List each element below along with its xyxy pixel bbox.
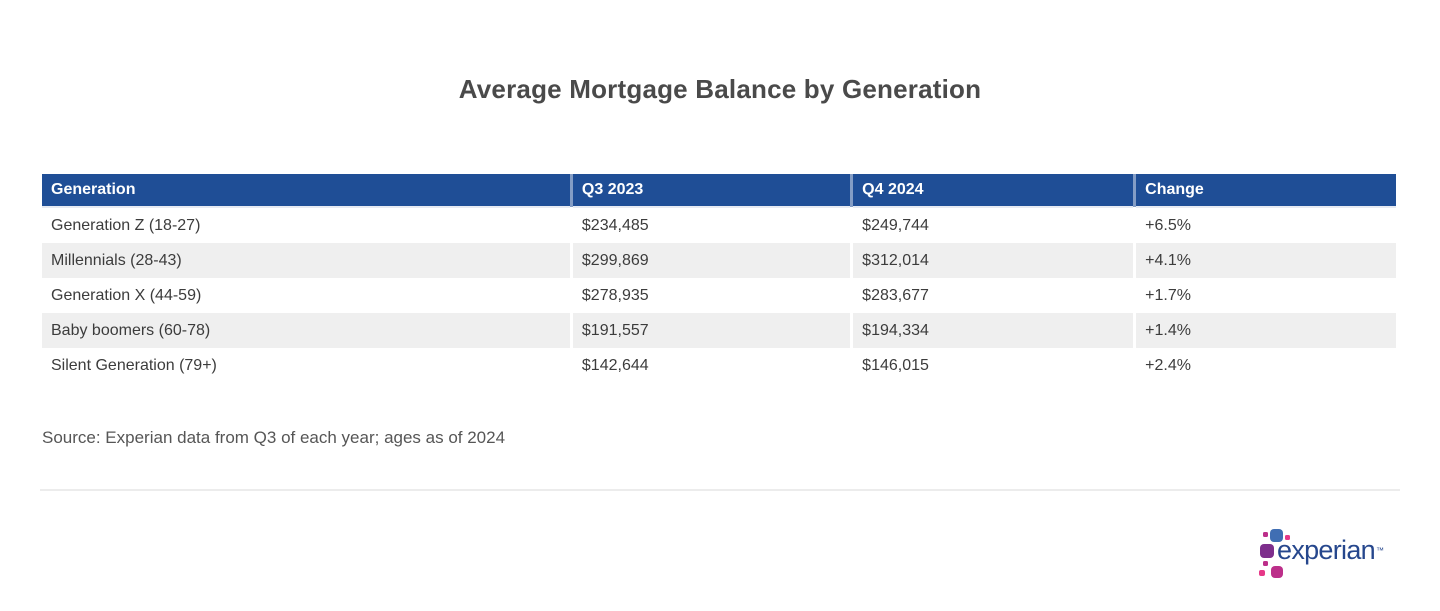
cell-q3-2023: $234,485 <box>569 207 852 243</box>
cell-q4-2024: $249,744 <box>850 207 1135 243</box>
cell-change: +1.7% <box>1133 278 1396 313</box>
cell-change: +4.1% <box>1133 243 1396 278</box>
table-row: Generation X (44-59) $278,935 $283,677 +… <box>42 278 1396 313</box>
cell-generation: Baby boomers (60-78) <box>42 313 572 348</box>
cell-generation: Silent Generation (79+) <box>42 348 572 383</box>
experian-sparkle-icon <box>1258 528 1292 580</box>
cell-q3-2023: $278,935 <box>569 278 852 313</box>
column-header-generation: Generation <box>42 174 572 208</box>
table-row: Silent Generation (79+) $142,644 $146,01… <box>42 348 1396 383</box>
logo-square-magenta <box>1271 566 1283 578</box>
table-header-row: Generation Q3 2023 Q4 2024 Change <box>42 174 1396 208</box>
mortgage-balance-table: Generation Q3 2023 Q4 2024 Change Genera… <box>42 174 1396 383</box>
trademark-symbol: ™ <box>1375 546 1384 555</box>
cell-change: +1.4% <box>1133 313 1396 348</box>
cell-generation: Generation X (44-59) <box>42 278 572 313</box>
cell-q4-2024: $194,334 <box>850 313 1135 348</box>
logo-dot-magenta-bottom <box>1263 561 1268 566</box>
cell-change: +2.4% <box>1133 348 1396 383</box>
logo-square-blue <box>1270 529 1283 542</box>
logo-dot-pink-top <box>1285 535 1290 540</box>
column-header-change: Change <box>1133 174 1396 208</box>
table-row: Baby boomers (60-78) $191,557 $194,334 +… <box>42 313 1396 348</box>
logo-dot-magenta-top <box>1263 532 1268 537</box>
source-note: Source: Experian data from Q3 of each ye… <box>42 428 506 447</box>
column-header-q4-2024: Q4 2024 <box>850 174 1135 208</box>
cell-generation: Generation Z (18-27) <box>42 207 572 243</box>
table-row: Generation Z (18-27) $234,485 $249,744 +… <box>42 207 1396 243</box>
mortgage-balance-table-container: Generation Q3 2023 Q4 2024 Change Genera… <box>42 174 1396 383</box>
logo-square-purple <box>1260 544 1274 558</box>
cell-change: +6.5% <box>1133 207 1396 243</box>
experian-logo: experian™ <box>1258 526 1408 588</box>
column-header-q3-2023: Q3 2023 <box>569 174 852 208</box>
cell-q3-2023: $191,557 <box>569 313 852 348</box>
cell-q3-2023: $299,869 <box>569 243 852 278</box>
cell-q4-2024: $283,677 <box>850 278 1135 313</box>
cell-q4-2024: $312,014 <box>850 243 1135 278</box>
table-row: Millennials (28-43) $299,869 $312,014 +4… <box>42 243 1396 278</box>
experian-wordmark: experian™ <box>1277 535 1384 565</box>
divider <box>40 489 1400 491</box>
cell-q4-2024: $146,015 <box>850 348 1135 383</box>
cell-generation: Millennials (28-43) <box>42 243 572 278</box>
logo-dot-pink-bottom <box>1259 570 1265 576</box>
page-title: Average Mortgage Balance by Generation <box>458 74 982 104</box>
cell-q3-2023: $142,644 <box>569 348 852 383</box>
